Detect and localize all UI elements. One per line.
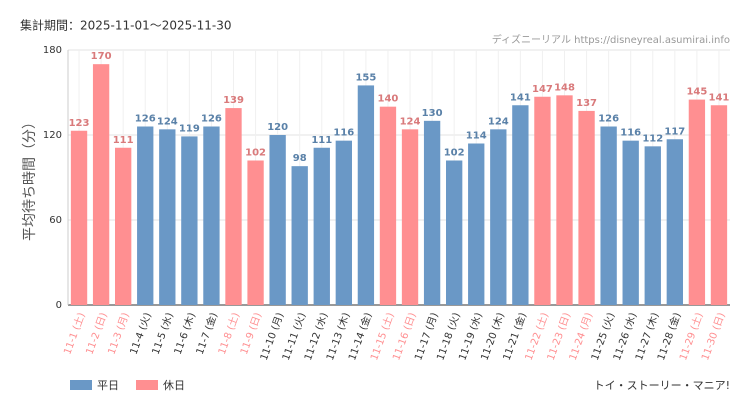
value-label: 140: [378, 94, 399, 105]
legend-swatch: [136, 380, 158, 390]
bar: [70, 130, 88, 305]
bar: [92, 64, 110, 306]
x-tick-label: 11-6 (木): [172, 311, 198, 356]
bar: [181, 136, 198, 305]
value-label: 145: [686, 87, 707, 98]
bar: [159, 129, 176, 305]
value-label: 126: [598, 114, 619, 125]
value-label: 111: [113, 135, 134, 146]
value-label: 126: [135, 114, 156, 125]
value-label: 116: [333, 128, 354, 139]
bar: [534, 96, 551, 305]
bar: [710, 105, 728, 305]
value-label: 126: [201, 114, 222, 125]
bar: [137, 126, 154, 305]
bar: [423, 120, 441, 305]
y-tick-label: 0: [56, 300, 62, 311]
bar: [225, 108, 242, 305]
bar: [335, 140, 352, 305]
x-tick-label: 11-5 (水): [150, 311, 176, 356]
source: ディズニーリアル https://disneyreal.asumirai.inf…: [492, 33, 730, 46]
value-label: 141: [709, 92, 730, 103]
bar: [357, 85, 375, 306]
bar: [600, 126, 617, 305]
bar: [666, 139, 683, 305]
value-label: 137: [576, 98, 597, 109]
x-tick-label: 11-4 (火): [128, 311, 154, 356]
bar: [313, 147, 330, 305]
bar: [556, 95, 573, 305]
bar: [115, 147, 132, 305]
y-tick-label: 180: [43, 45, 62, 56]
value-label: 114: [466, 131, 487, 142]
value-label: 124: [157, 116, 178, 127]
value-label: 102: [245, 148, 266, 159]
legend-label: 休日: [163, 379, 185, 392]
bar: [512, 105, 529, 305]
value-label: 148: [554, 82, 575, 93]
bar: [622, 140, 639, 305]
value-label: 130: [422, 108, 443, 119]
value-label: 155: [355, 72, 376, 83]
bar: [401, 129, 419, 305]
x-tick-label: 11-30 (日): [700, 311, 727, 362]
value-label: 112: [642, 133, 663, 144]
value-label: 124: [400, 116, 421, 127]
y-tick-label: 120: [43, 130, 62, 141]
bar: [446, 160, 463, 305]
value-label: 123: [69, 118, 90, 129]
bar: [203, 126, 220, 305]
bar: [490, 129, 507, 305]
x-tick-label: 11-1 (土): [61, 311, 88, 357]
bar: [578, 110, 595, 306]
value-label: 170: [91, 51, 112, 62]
bar: [291, 166, 308, 305]
value-label: 117: [664, 126, 685, 137]
bar: [644, 146, 661, 305]
value-label: 98: [293, 153, 307, 164]
bar: [468, 143, 485, 305]
value-label: 119: [179, 123, 200, 134]
y-axis-label: 平均待ち時間（分）: [22, 115, 38, 241]
legend-label: 平日: [97, 379, 119, 392]
legend-swatch: [70, 380, 92, 390]
value-label: 124: [488, 116, 509, 127]
bar: [688, 99, 706, 305]
value-label: 139: [223, 95, 244, 106]
value-label: 141: [510, 92, 531, 103]
x-tick-label: 11-9 (日): [239, 311, 264, 356]
value-label: 102: [444, 148, 465, 159]
y-tick-label: 60: [49, 215, 62, 226]
value-label: 116: [620, 128, 641, 139]
subtitle: 集計期間：2025-11-01〜2025-11-30: [20, 18, 231, 33]
x-tick-label: 11-2 (日): [84, 311, 109, 356]
value-label: 111: [311, 135, 332, 146]
bar: [269, 135, 286, 305]
footer: トイ・ストーリー・マニア!: [594, 379, 730, 392]
value-label: 147: [532, 84, 553, 95]
x-tick-label: 11-3 (月): [106, 311, 132, 356]
bar: [247, 160, 264, 305]
bar: [379, 106, 397, 306]
value-label: 120: [267, 122, 288, 133]
